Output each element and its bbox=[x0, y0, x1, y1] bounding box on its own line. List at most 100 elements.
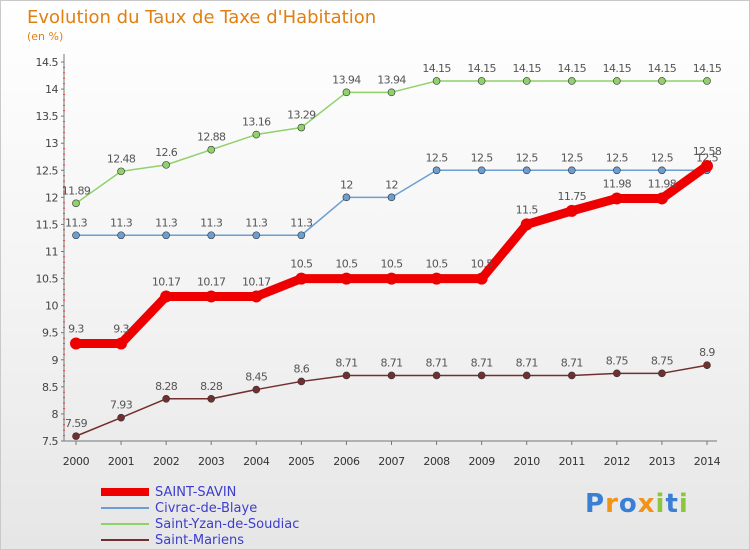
y-minor-tick bbox=[63, 256, 65, 258]
data-label-saint-yzan-de-soudiac: 14.15 bbox=[648, 62, 677, 75]
legend-item-civrac-de-blaye: Civrac-de-Blaye bbox=[101, 500, 299, 516]
x-tick-label: 2000 bbox=[63, 455, 90, 468]
y-minor-tick bbox=[63, 213, 65, 215]
x-tick-label: 2005 bbox=[288, 455, 315, 468]
y-tick-label: 11.5 bbox=[36, 218, 59, 231]
legend-label-civrac-de-blaye: Civrac-de-Blaye bbox=[155, 500, 258, 516]
data-label-saint-mariens: 8.71 bbox=[471, 356, 493, 369]
x-tick-label: 2011 bbox=[559, 455, 585, 468]
data-label-civrac-de-blaye: 12.5 bbox=[471, 151, 494, 164]
data-label-saint-mariens: 8.75 bbox=[606, 354, 629, 367]
data-point-civrac-de-blaye bbox=[342, 193, 351, 202]
y-minor-tick bbox=[63, 191, 65, 193]
y-minor-tick bbox=[63, 370, 65, 372]
data-label-civrac-de-blaye: 12 bbox=[340, 178, 353, 191]
data-point-civrac-de-blaye bbox=[613, 166, 621, 175]
y-tick-label: 11 bbox=[45, 246, 58, 259]
y-minor-tick bbox=[63, 364, 65, 366]
logo-letter: r bbox=[605, 489, 619, 519]
data-point-saint-savin bbox=[295, 272, 308, 285]
x-tick-label: 2001 bbox=[108, 455, 134, 468]
y-minor-tick bbox=[63, 126, 65, 128]
data-point-civrac-de-blaye bbox=[567, 166, 576, 175]
data-point-saint-savin bbox=[340, 272, 353, 285]
data-point-saint-savin bbox=[70, 337, 82, 350]
y-minor-tick bbox=[63, 186, 65, 188]
y-tick-label: 12 bbox=[45, 191, 58, 204]
data-label-saint-mariens: 7.59 bbox=[65, 417, 88, 430]
data-label-saint-yzan-de-soudiac: 11.89 bbox=[62, 184, 91, 197]
data-point-civrac-de-blaye bbox=[72, 231, 80, 240]
data-label-saint-yzan-de-soudiac: 14.15 bbox=[422, 62, 451, 75]
y-minor-tick bbox=[63, 299, 65, 301]
legend-item-saint-yzan-de-soudiac: Saint-Yzan-de-Soudiac bbox=[101, 516, 299, 532]
data-label-saint-mariens: 8.28 bbox=[155, 380, 178, 393]
data-point-saint-mariens bbox=[477, 371, 486, 380]
data-point-civrac-de-blaye bbox=[207, 231, 216, 240]
x-tick-label: 2006 bbox=[333, 455, 360, 468]
data-point-saint-yzan-de-soudiac bbox=[522, 77, 531, 85]
chart-subtitle: (en %) bbox=[27, 30, 64, 43]
legend-swatch-saint-savin bbox=[101, 488, 149, 496]
y-minor-tick bbox=[63, 261, 65, 263]
data-label-saint-savin: 11.98 bbox=[648, 177, 677, 190]
data-label-saint-savin: 10.5 bbox=[290, 258, 313, 271]
data-label-saint-savin: 10.17 bbox=[242, 275, 271, 288]
data-label-civrac-de-blaye: 12.5 bbox=[606, 151, 629, 164]
y-minor-tick bbox=[63, 283, 65, 285]
data-point-saint-yzan-de-soudiac bbox=[117, 167, 125, 176]
x-tick-label: 2003 bbox=[198, 455, 225, 468]
data-label-saint-yzan-de-soudiac: 13.94 bbox=[377, 73, 406, 86]
y-minor-tick bbox=[63, 77, 65, 79]
data-label-civrac-de-blaye: 12.5 bbox=[696, 151, 719, 164]
y-minor-tick bbox=[63, 137, 65, 139]
y-minor-tick bbox=[63, 93, 65, 95]
x-tick-label: 2007 bbox=[378, 455, 405, 468]
y-minor-tick bbox=[63, 99, 65, 101]
data-label-saint-savin: 11.98 bbox=[603, 177, 632, 190]
y-minor-tick bbox=[63, 180, 65, 182]
y-minor-tick bbox=[63, 391, 65, 393]
y-minor-tick bbox=[63, 234, 65, 236]
data-point-saint-savin bbox=[385, 272, 398, 285]
data-point-saint-mariens bbox=[703, 361, 711, 370]
data-point-saint-yzan-de-soudiac bbox=[162, 161, 170, 169]
data-point-saint-mariens bbox=[522, 371, 531, 380]
data-point-saint-savin bbox=[115, 337, 128, 350]
data-label-saint-mariens: 8.71 bbox=[561, 356, 583, 369]
y-minor-tick bbox=[63, 240, 65, 242]
data-label-saint-savin: 12.58 bbox=[693, 145, 722, 158]
y-minor-tick bbox=[63, 353, 65, 355]
data-point-saint-savin bbox=[205, 290, 218, 303]
data-point-saint-yzan-de-soudiac bbox=[342, 88, 351, 97]
chart-legend: SAINT-SAVIN Civrac-de-Blaye Saint-Yzan-d… bbox=[101, 484, 299, 548]
y-minor-tick bbox=[63, 110, 65, 112]
logo-letter: o bbox=[618, 489, 638, 519]
data-label-saint-yzan-de-soudiac: 12.6 bbox=[155, 146, 178, 159]
data-label-saint-mariens: 8.6 bbox=[294, 362, 310, 375]
data-point-civrac-de-blaye bbox=[387, 193, 396, 202]
logo-letter: i bbox=[655, 489, 666, 519]
data-point-civrac-de-blaye bbox=[252, 231, 261, 240]
data-point-saint-mariens bbox=[567, 371, 576, 380]
data-label-civrac-de-blaye: 11.3 bbox=[155, 216, 178, 229]
data-point-saint-savin bbox=[520, 218, 533, 231]
data-point-saint-mariens bbox=[432, 371, 441, 380]
chart-title: Evolution du Taux de Taxe d'Habitation bbox=[27, 7, 377, 28]
data-point-saint-yzan-de-soudiac bbox=[613, 77, 621, 85]
line-chart: 7.5 8 8.5 9 9.5 10 10.5 11 11.5 12 12.5 13 13.5 14 14.… bbox=[36, 54, 722, 468]
data-point-saint-mariens bbox=[72, 432, 80, 440]
data-label-saint-mariens: 8.45 bbox=[245, 371, 268, 384]
y-minor-tick bbox=[63, 164, 65, 166]
data-label-saint-yzan-de-soudiac: 14.15 bbox=[603, 62, 632, 75]
y-minor-tick bbox=[63, 294, 65, 296]
y-tick-label: 9 bbox=[52, 354, 59, 367]
data-point-saint-mariens bbox=[252, 385, 261, 394]
y-minor-tick bbox=[63, 175, 65, 177]
data-label-civrac-de-blaye: 11.3 bbox=[110, 216, 133, 229]
y-minor-tick bbox=[63, 202, 65, 204]
data-label-saint-mariens: 8.71 bbox=[380, 356, 402, 369]
y-tick-label: 10 bbox=[45, 300, 58, 313]
data-point-saint-yzan-de-soudiac bbox=[207, 145, 216, 154]
